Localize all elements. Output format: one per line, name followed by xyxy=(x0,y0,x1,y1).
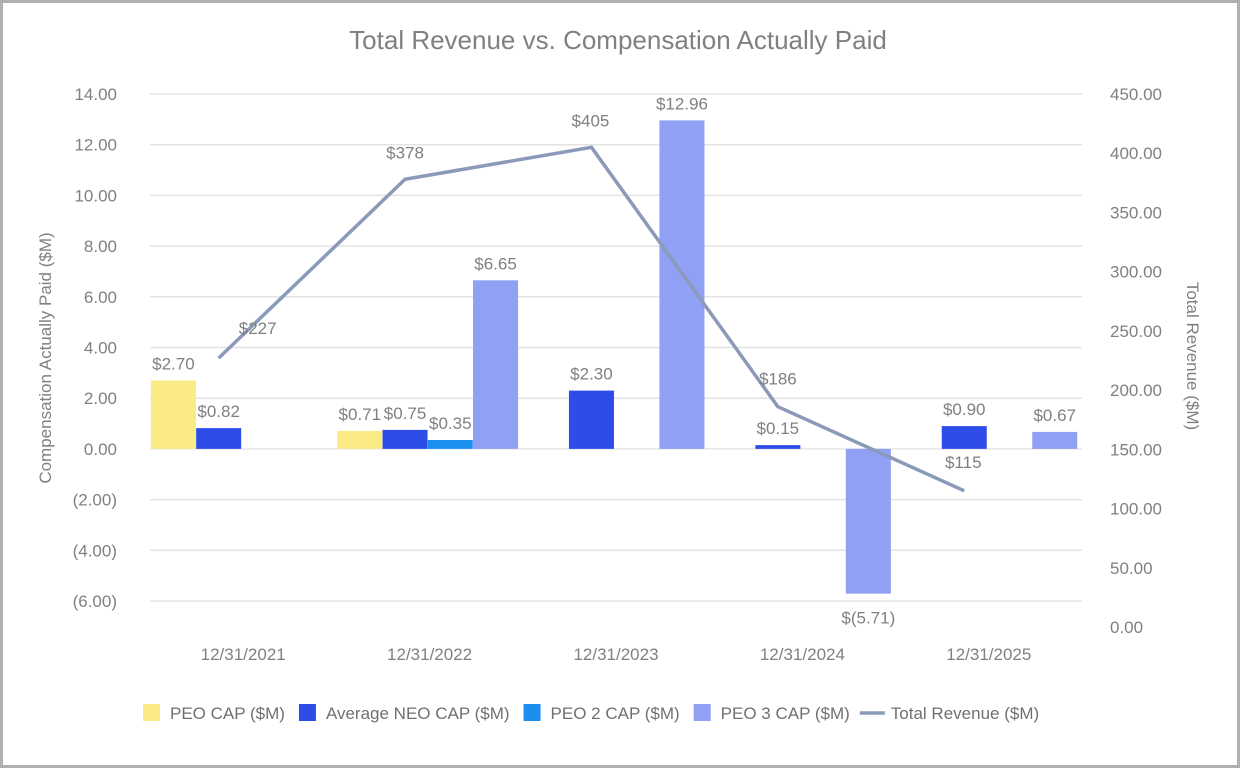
line-data-label: $186 xyxy=(759,370,797,389)
right-tick-label: 300.00 xyxy=(1110,263,1162,282)
line-data-label: $227 xyxy=(239,319,277,338)
left-tick-label: (6.00) xyxy=(73,592,117,611)
legend-swatch xyxy=(523,704,541,721)
category-label: 12/31/2021 xyxy=(201,645,286,664)
left-axis-label: Compensation Actually Paid ($M) xyxy=(36,232,55,483)
left-tick-label: 4.00 xyxy=(84,339,117,358)
right-tick-label: 200.00 xyxy=(1110,381,1162,400)
right-tick-label: 350.00 xyxy=(1110,203,1162,222)
left-tick-label: 10.00 xyxy=(74,186,117,205)
bar-data-label: $0.90 xyxy=(943,400,986,419)
bar xyxy=(196,428,242,449)
legend-label: Total Revenue ($M) xyxy=(891,704,1039,723)
bar-data-label: $2.70 xyxy=(152,354,195,373)
bar xyxy=(473,280,519,449)
bar-data-label: $6.65 xyxy=(474,254,517,273)
bar xyxy=(568,390,614,449)
left-tick-label: 2.00 xyxy=(84,389,117,408)
category-label: 12/31/2022 xyxy=(387,645,472,664)
left-tick-label: 6.00 xyxy=(84,288,117,307)
legend: PEO CAP ($M) Average NEO CAP ($M) PEO 2 CA… xyxy=(143,704,1039,723)
bar xyxy=(755,445,801,449)
right-tick-label: 50.00 xyxy=(1110,559,1153,578)
bar-data-label: $(5.71) xyxy=(841,609,895,628)
bar xyxy=(941,426,987,449)
bar xyxy=(1032,431,1078,449)
bar-data-label: $0.35 xyxy=(429,414,472,433)
left-tick-label: 8.00 xyxy=(84,237,117,256)
category-label: 12/31/2024 xyxy=(760,645,845,664)
bar xyxy=(427,440,473,449)
category-label: 12/31/2025 xyxy=(946,645,1031,664)
bar xyxy=(382,429,428,449)
legend-label: PEO CAP ($M) xyxy=(170,704,285,723)
bar-data-label: $0.82 xyxy=(197,402,240,421)
left-tick-label: 14.00 xyxy=(74,85,117,104)
legend-swatch xyxy=(298,704,316,721)
legend-label: PEO 2 CAP ($M) xyxy=(551,704,680,723)
right-tick-label: 450.00 xyxy=(1110,85,1162,104)
category-label: 12/31/2023 xyxy=(573,645,658,664)
right-tick-label: 400.00 xyxy=(1110,144,1162,163)
axis-ticks: (6.00) (4.00) (2.00) 0.00 2.00 4.00 6.00 8.00 10… xyxy=(73,85,1162,664)
legend-label: PEO 3 CAP ($M) xyxy=(721,704,850,723)
right-tick-label: 150.00 xyxy=(1110,440,1162,459)
bar-data-label: $0.71 xyxy=(339,405,382,424)
right-tick-label: 250.00 xyxy=(1110,322,1162,341)
left-tick-label: 0.00 xyxy=(84,440,117,459)
bar-data-label: $0.75 xyxy=(384,404,427,423)
bars xyxy=(150,120,1078,594)
legend-label: Average NEO CAP ($M) xyxy=(326,704,510,723)
bar-data-label: $2.30 xyxy=(570,365,613,384)
revenue-line-group xyxy=(217,145,965,493)
data-labels: $2.70 $0.71 $0.82 $0.75 $2.30 $0.15 $0.90 $0.35… xyxy=(152,94,1076,627)
bar xyxy=(845,448,891,594)
bar xyxy=(337,430,383,449)
right-tick-label: 0.00 xyxy=(1110,618,1143,637)
line-data-label: $115 xyxy=(945,453,982,472)
bar xyxy=(659,120,705,449)
legend-swatch xyxy=(693,704,711,721)
left-tick-label: 12.00 xyxy=(74,136,117,155)
chart-title: Total Revenue vs. Compensation Actually … xyxy=(349,25,887,55)
line-data-label: $405 xyxy=(572,111,610,130)
left-tick-label: (4.00) xyxy=(73,541,117,560)
bar-data-label: $0.67 xyxy=(1033,406,1076,425)
left-tick-label: (2.00) xyxy=(73,491,117,510)
right-tick-label: 100.00 xyxy=(1110,500,1162,519)
right-axis-label: Total Revenue ($M) xyxy=(1183,282,1202,430)
bar-data-label: $12.96 xyxy=(656,94,708,113)
gridlines xyxy=(150,93,1082,602)
bar-data-label: $0.15 xyxy=(757,419,800,438)
legend-swatch xyxy=(143,704,160,721)
bar xyxy=(150,380,196,449)
line-data-label: $378 xyxy=(386,143,424,162)
